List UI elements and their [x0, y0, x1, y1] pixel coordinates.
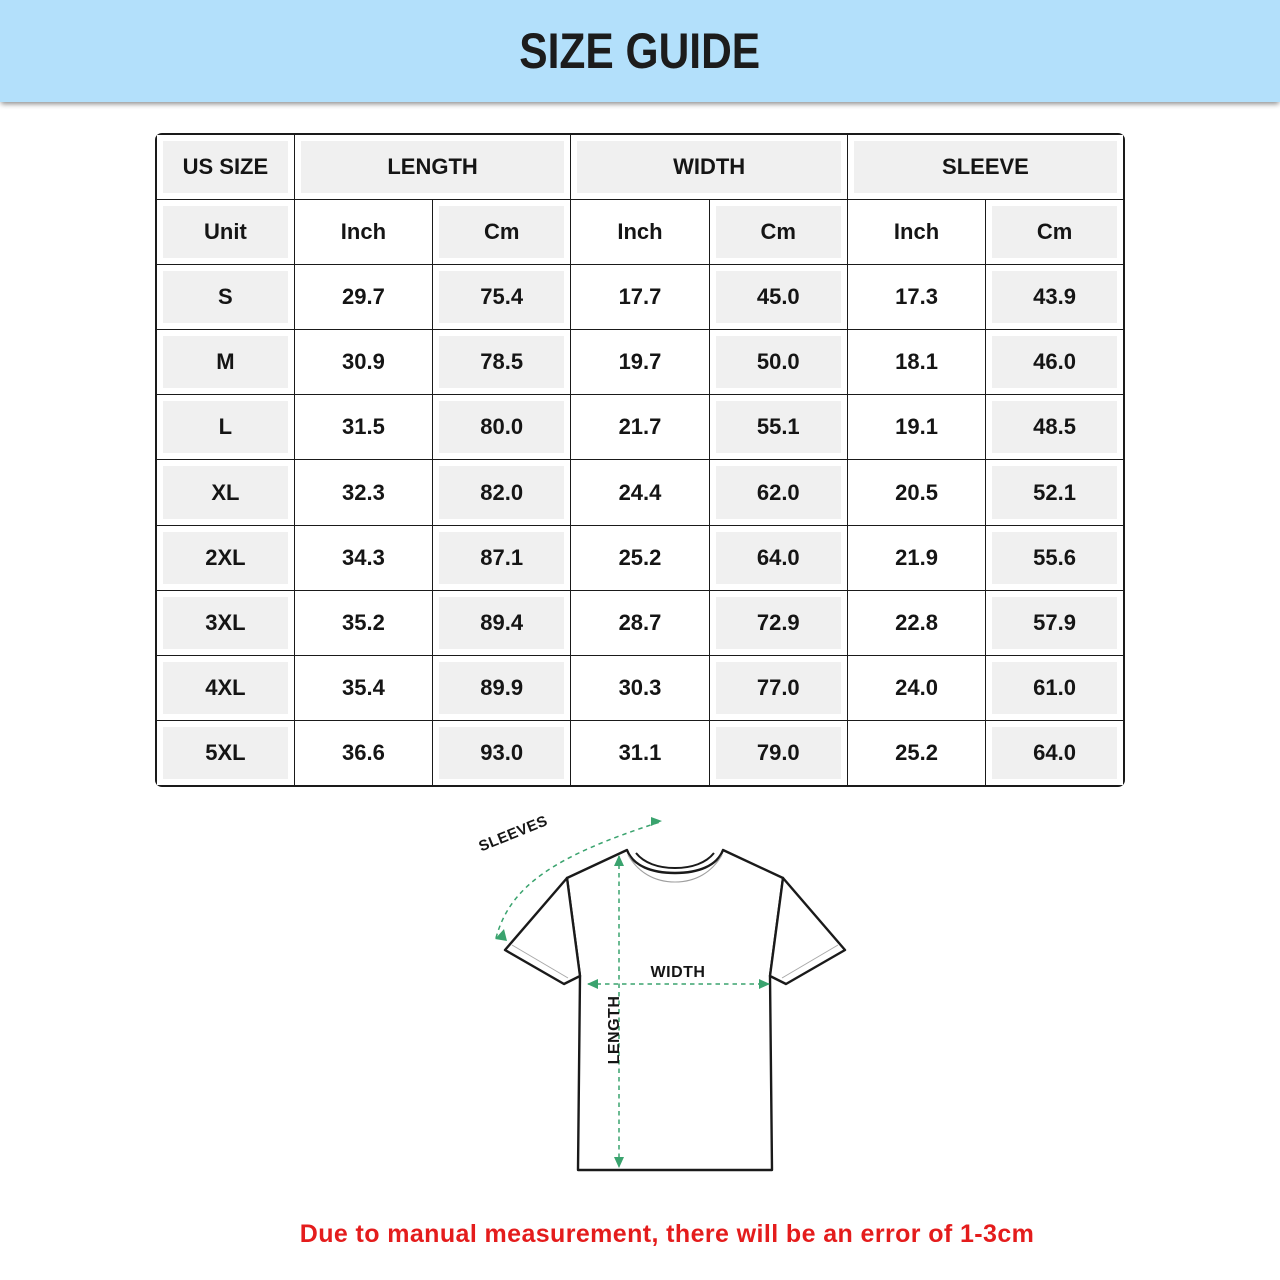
svg-text:WIDTH: WIDTH	[651, 964, 706, 981]
svg-text:SLEEVES: SLEEVES	[476, 812, 550, 855]
svg-text:LENGTH: LENGTH	[606, 996, 623, 1065]
